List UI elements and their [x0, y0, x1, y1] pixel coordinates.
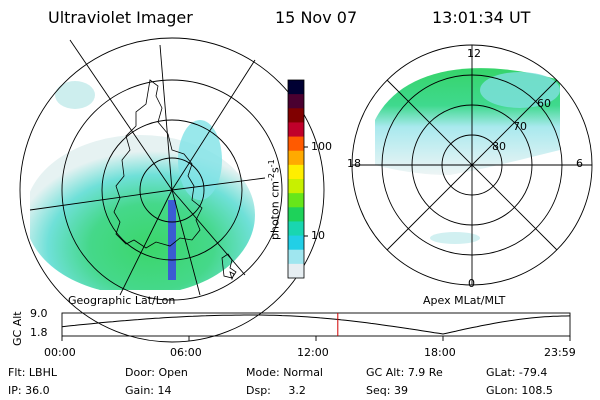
- timeline-xtick-1: 06:00: [170, 346, 202, 359]
- mlt-label-12: 12: [467, 47, 481, 60]
- mlt-label-0: 0: [468, 277, 475, 290]
- altitude-curve: [61, 314, 571, 335]
- geo-grid: [19, 37, 325, 343]
- timeline-xtick-4: 23:59: [544, 346, 576, 359]
- right-emission-layer: [375, 68, 560, 244]
- colorbar: [287, 79, 308, 279]
- image-time: 13:01:34 UT: [432, 8, 531, 27]
- image-date: 15 Nov 07: [275, 8, 358, 27]
- colorbar-cell: [288, 221, 304, 237]
- timeline-xtick-3: 18:00: [424, 346, 456, 359]
- colorbar-cell: [288, 193, 304, 208]
- coastline-fragment: [221, 253, 237, 281]
- mode-status: Mode: Normal: [246, 366, 323, 379]
- colorbar-cell: [288, 207, 304, 222]
- ip-status: IP: 36.0: [8, 384, 50, 397]
- magnetic-grid: [351, 44, 593, 286]
- mlt-label-18: 18: [347, 157, 361, 170]
- colorbar-unit-label: photon cm-2s-1: [267, 159, 282, 240]
- filter-status: Flt: LBHL: [8, 366, 57, 379]
- instrument-title: Ultraviolet Imager: [48, 8, 193, 27]
- glat-status: GLat: -79.4: [486, 366, 548, 379]
- right-panel-label: Apex MLat/MLT: [423, 294, 506, 307]
- colorbar-cell: [288, 249, 304, 265]
- colorbar-cell: [288, 136, 304, 152]
- altitude-timeline: [61, 312, 571, 341]
- sequence-status: Seq: 39: [366, 384, 408, 397]
- colorbar-cell: [288, 263, 304, 279]
- colorbar-tick-10: 10: [311, 229, 325, 242]
- dsp-status: Dsp: 3.2: [246, 384, 306, 397]
- gc-alt-status: GC Alt: 7.9 Re: [366, 366, 443, 379]
- glon-status: GLon: 108.5: [486, 384, 553, 397]
- colorbar-cell: [288, 235, 304, 251]
- lat-label-70: 70: [513, 120, 527, 133]
- timeline-ytick-top: 9.0: [30, 307, 48, 320]
- lat-label-80: 80: [492, 140, 506, 153]
- left-panel-label: Geographic Lat/Lon: [68, 294, 176, 307]
- mlt-label-6: 6: [576, 157, 583, 170]
- colorbar-tick-100: 100: [311, 140, 332, 153]
- timeline-frame: [61, 312, 571, 337]
- timeline-ylabel: GC Alt: [11, 311, 24, 346]
- colorbar-cell: [288, 94, 304, 109]
- colorbar-cell: [288, 164, 304, 180]
- colorbar-cell: [288, 108, 304, 123]
- door-status: Door: Open: [125, 366, 188, 379]
- timeline-ytick-bottom: 1.8: [30, 326, 48, 339]
- colorbar-cell: [288, 150, 304, 166]
- colorbar-cell: [288, 179, 304, 194]
- timeline-xtick-2: 12:00: [297, 346, 329, 359]
- colorbar-cell: [288, 80, 304, 95]
- left-blue-strip: [168, 200, 176, 280]
- antarctica-coastline: [113, 79, 203, 249]
- timeline-xtick-0: 00:00: [44, 346, 76, 359]
- lat-label-60: 60: [537, 97, 551, 110]
- gain-status: Gain: 14: [125, 384, 172, 397]
- colorbar-cell: [288, 122, 304, 138]
